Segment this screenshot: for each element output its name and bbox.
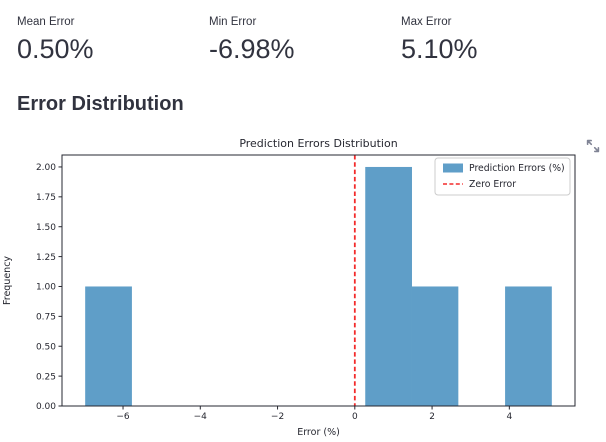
chart-title: Prediction Errors Distribution — [239, 137, 397, 150]
legend-swatch-patch — [443, 163, 463, 173]
y-tick-label: 0.50 — [36, 342, 56, 352]
metric-label: Max Error — [401, 16, 452, 28]
x-tick-label: −4 — [194, 412, 208, 422]
metric-label: Min Error — [209, 16, 257, 28]
y-tick-label: 0.25 — [36, 372, 56, 382]
x-tick-label: −2 — [271, 412, 284, 422]
chart-container: −6 −4 −2 0 2 4 0.00 0.25 0.50 0.75 1.00 1.25 1.50 1.7… — [0, 132, 606, 442]
y-tick-label: 2.00 — [36, 163, 56, 173]
legend-label: Zero Error — [469, 179, 516, 190]
x-tick-label: 4 — [506, 412, 512, 422]
y-tick-label: 1.50 — [36, 223, 56, 233]
metrics-row: Mean Error 0.50% Min Error -6.98% Max Er… — [17, 14, 593, 65]
fullscreen-expand-icon — [586, 139, 600, 153]
chart-legend-box — [434, 157, 571, 196]
x-tick-label: 0 — [352, 412, 358, 422]
legend-label: Prediction Errors (%) — [469, 163, 565, 174]
histogram-bar — [85, 286, 132, 406]
y-axis-label: Frequency — [2, 256, 13, 305]
metric-mean-error: Mean Error 0.50% — [17, 14, 209, 65]
fullscreen-button[interactable] — [582, 135, 604, 157]
y-tick-label: 0.00 — [36, 402, 56, 412]
y-tick-label: 0.75 — [36, 313, 56, 323]
histogram-bar — [365, 166, 412, 406]
y-tick-label: 1.75 — [36, 193, 56, 203]
x-axis-label: Error (%) — [297, 427, 340, 438]
histogram-bar — [505, 286, 552, 406]
x-tick-label: −6 — [116, 412, 130, 422]
error-histogram-chart: −6 −4 −2 0 2 4 0.00 0.25 0.50 0.75 1.00 1.25 1.50 1.7… — [2, 137, 576, 438]
metric-label: Mean Error — [17, 16, 75, 28]
section-title: Error Distribution — [17, 93, 184, 115]
y-tick-label: 1.00 — [36, 283, 56, 293]
plot-border — [61, 154, 576, 407]
histogram-bar — [411, 286, 459, 406]
metric-value: 5.10% — [401, 34, 478, 65]
metric-min-error: Min Error -6.98% — [209, 14, 401, 65]
metric-max-error: Max Error 5.10% — [401, 14, 593, 65]
metric-value: 0.50% — [17, 34, 94, 65]
y-tick-label: 1.25 — [36, 253, 56, 263]
metric-value: -6.98% — [209, 34, 295, 65]
x-tick-label: 2 — [429, 412, 435, 422]
